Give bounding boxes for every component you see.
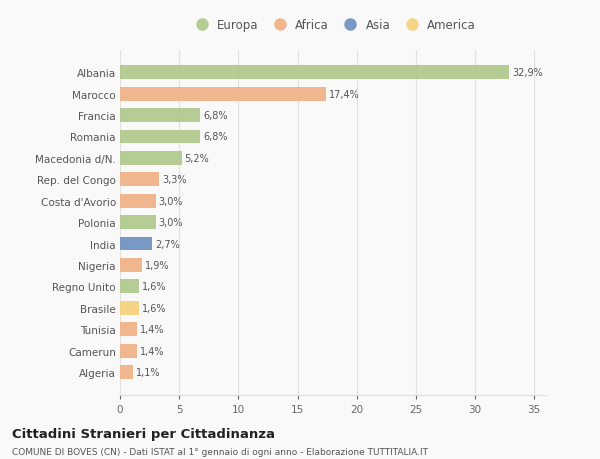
Bar <box>120 151 182 166</box>
Text: 3,0%: 3,0% <box>158 218 183 228</box>
Text: 1,9%: 1,9% <box>145 260 170 270</box>
Bar <box>120 66 509 80</box>
Text: 32,9%: 32,9% <box>512 68 543 78</box>
Text: 1,4%: 1,4% <box>140 346 164 356</box>
Bar <box>120 280 139 294</box>
Text: 3,0%: 3,0% <box>158 196 183 206</box>
Bar <box>120 237 152 251</box>
Text: 6,8%: 6,8% <box>203 111 228 121</box>
Text: 1,1%: 1,1% <box>136 367 160 377</box>
Bar <box>120 130 200 144</box>
Text: 3,3%: 3,3% <box>162 175 187 185</box>
Text: COMUNE DI BOVES (CN) - Dati ISTAT al 1° gennaio di ogni anno - Elaborazione TUTT: COMUNE DI BOVES (CN) - Dati ISTAT al 1° … <box>12 448 428 457</box>
Text: 17,4%: 17,4% <box>329 90 359 100</box>
Bar <box>120 216 155 230</box>
Text: 1,6%: 1,6% <box>142 303 166 313</box>
Text: 1,4%: 1,4% <box>140 325 164 335</box>
Text: 6,8%: 6,8% <box>203 132 228 142</box>
Legend: Europa, Africa, Asia, America: Europa, Africa, Asia, America <box>187 15 479 35</box>
Text: 5,2%: 5,2% <box>184 154 209 163</box>
Bar <box>120 301 139 315</box>
Bar <box>120 323 137 336</box>
Text: Cittadini Stranieri per Cittadinanza: Cittadini Stranieri per Cittadinanza <box>12 427 275 440</box>
Bar <box>120 365 133 379</box>
Bar <box>120 88 326 101</box>
Bar <box>120 173 159 187</box>
Text: 1,6%: 1,6% <box>142 282 166 291</box>
Bar <box>120 258 142 272</box>
Text: 2,7%: 2,7% <box>155 239 179 249</box>
Bar <box>120 194 155 208</box>
Bar <box>120 344 137 358</box>
Bar <box>120 109 200 123</box>
